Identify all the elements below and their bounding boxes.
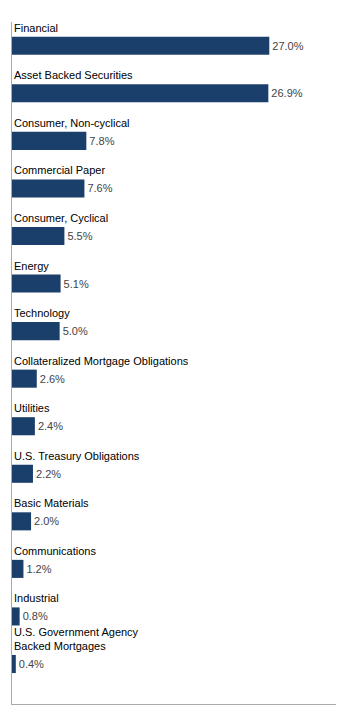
svg-text:0.8%: 0.8%: [23, 610, 48, 622]
svg-text:1.2%: 1.2%: [26, 563, 51, 575]
svg-text:0.4%: 0.4%: [19, 658, 44, 670]
svg-text:Commercial Paper: Commercial Paper: [14, 164, 105, 176]
svg-text:Collateralized Mortgage Obliga: Collateralized Mortgage Obligations: [14, 355, 189, 367]
svg-text:2.2%: 2.2%: [36, 468, 61, 480]
svg-text:Consumer, Cyclical: Consumer, Cyclical: [14, 212, 108, 224]
svg-text:27.0%: 27.0%: [272, 40, 303, 52]
svg-text:2.6%: 2.6%: [40, 373, 65, 385]
svg-text:5.1%: 5.1%: [64, 278, 89, 290]
svg-text:Technology: Technology: [14, 307, 70, 319]
svg-text:5.5%: 5.5%: [67, 230, 92, 242]
svg-text:Energy: Energy: [14, 260, 49, 272]
svg-text:Communications: Communications: [14, 545, 96, 557]
svg-text:5.0%: 5.0%: [63, 325, 88, 337]
svg-text:2.0%: 2.0%: [34, 515, 59, 527]
svg-text:Financial: Financial: [14, 22, 58, 34]
svg-text:2.4%: 2.4%: [38, 420, 63, 432]
svg-text:U.S. Treasury Obligations: U.S. Treasury Obligations: [14, 450, 140, 462]
svg-text:Utilities: Utilities: [14, 402, 50, 414]
svg-text:Consumer, Non-cyclical: Consumer, Non-cyclical: [14, 117, 130, 129]
svg-text:7.6%: 7.6%: [87, 182, 112, 194]
svg-text:26.9%: 26.9%: [271, 87, 302, 99]
svg-text:Industrial: Industrial: [14, 592, 59, 604]
svg-text:Basic Materials: Basic Materials: [14, 497, 89, 509]
svg-text:7.8%: 7.8%: [89, 135, 114, 147]
svg-text:Asset Backed Securities: Asset Backed Securities: [14, 69, 133, 81]
svg-text:U.S. Government AgencyBacked M: U.S. Government AgencyBacked Mortgages: [14, 626, 139, 652]
